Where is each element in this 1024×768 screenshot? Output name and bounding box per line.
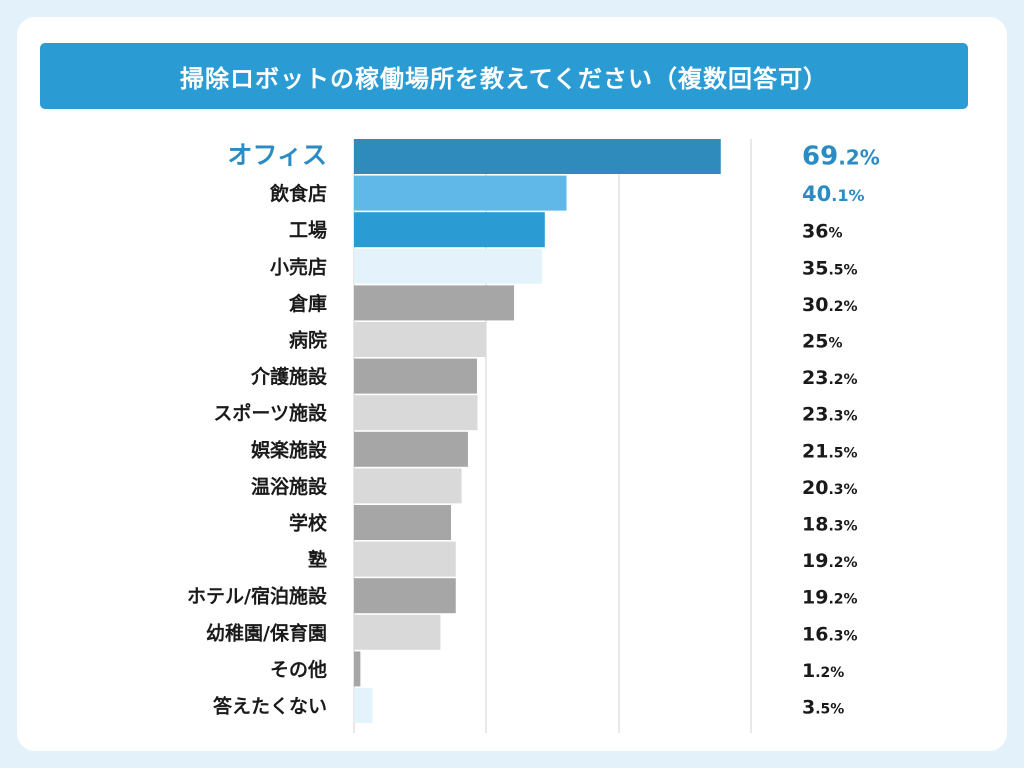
value-label: 25% (802, 331, 842, 353)
bar (354, 505, 451, 540)
bar (354, 614, 441, 650)
category-label: 病院 (289, 329, 327, 352)
title-bar: 掃除ロボットの稼働場所を教えてください（複数回答可） (40, 43, 968, 109)
bar (354, 358, 477, 394)
category-label: 学校 (289, 512, 328, 535)
bar (354, 468, 462, 504)
value-label: 69.2% (802, 142, 880, 172)
value-label: 35.5% (802, 257, 858, 279)
bar (354, 212, 545, 248)
value-label: 19.2% (802, 550, 858, 572)
category-label: 幼稚園/保育園 (206, 621, 327, 644)
category-label: 介護施設 (250, 365, 328, 388)
category-label: ホテル/宿泊施設 (187, 585, 328, 608)
category-label: その他 (270, 658, 327, 681)
category-label: オフィス (227, 141, 327, 170)
bar (354, 688, 373, 723)
category-label: 温浴施設 (251, 475, 328, 498)
bar (354, 322, 487, 357)
bar (354, 431, 468, 467)
value-label: 1.2% (802, 660, 844, 682)
value-label: 16.3% (802, 623, 858, 645)
category-label: 倉庫 (288, 292, 327, 315)
bar (354, 395, 478, 431)
bar (354, 541, 456, 577)
value-label: 36% (802, 221, 842, 243)
bar (354, 248, 543, 284)
value-label: 23.3% (802, 404, 858, 426)
category-label: 娯楽施設 (251, 438, 328, 461)
value-label: 30.2% (802, 294, 858, 316)
category-label: 小売店 (270, 255, 327, 278)
bar (354, 578, 456, 614)
chart-title: 掃除ロボットの稼働場所を教えてください（複数回答可） (179, 64, 829, 93)
bar (354, 175, 567, 211)
value-label: 19.2% (802, 587, 858, 609)
category-label: 答えたくない (213, 695, 327, 718)
value-label: 20.3% (802, 477, 858, 499)
category-label: 飲食店 (269, 182, 327, 205)
value-label: 21.5% (802, 440, 858, 462)
category-label: 工場 (289, 220, 327, 242)
category-label: 塾 (308, 548, 327, 571)
bar (354, 285, 515, 321)
value-label: 3.5% (802, 697, 844, 719)
value-label: 23.2% (802, 367, 858, 389)
bar (354, 651, 361, 687)
bar (354, 139, 721, 174)
value-label: 40.1% (802, 182, 864, 206)
category-label: スポーツ施設 (213, 402, 328, 425)
value-label: 18.3% (802, 514, 858, 536)
